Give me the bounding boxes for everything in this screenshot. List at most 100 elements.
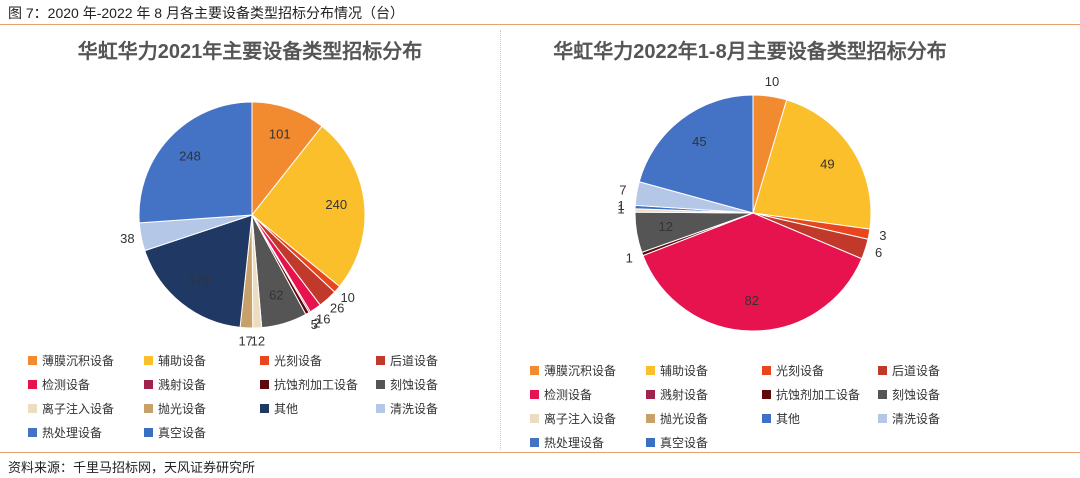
legend-label: 离子注入设备 <box>42 402 115 416</box>
data-label: 1 <box>618 198 625 213</box>
pie-slice <box>752 99 872 230</box>
legend-item: 光刻设备 <box>762 362 878 379</box>
chart-title: 华虹华力2022年1-8月主要设备类型招标分布 <box>553 41 947 63</box>
legend-item: 抗蚀剂加工设备 <box>260 376 376 393</box>
legend-swatch <box>28 428 37 437</box>
legend-label: 辅助设备 <box>158 354 207 368</box>
legend-item: 后道设备 <box>878 362 994 379</box>
data-label: 45 <box>692 134 706 149</box>
source: 资料来源：千里马招标网，天风证券研究所 <box>8 460 256 475</box>
legend-label: 薄膜沉积设备 <box>42 354 115 368</box>
figure-title: 图 7：2020 年-2022 年 8 月各主要设备类型招标分布情况（台） <box>8 5 404 21</box>
data-label: 49 <box>820 157 834 172</box>
legend-label: 真空设备 <box>158 426 207 440</box>
data-label: 12 <box>658 219 672 234</box>
legend-item: 离子注入设备 <box>530 410 646 427</box>
data-label: 17 <box>238 333 252 348</box>
legend-label: 离子注入设备 <box>544 412 617 426</box>
legend-label: 刻蚀设备 <box>892 388 941 402</box>
legend-swatch <box>28 404 37 413</box>
legend-item: 光刻设备 <box>260 352 376 369</box>
data-label: 12 <box>251 333 265 348</box>
pie-slice <box>144 214 253 328</box>
legend-label: 抛光设备 <box>158 402 207 416</box>
legend-swatch <box>646 366 655 375</box>
legend-swatch <box>762 366 771 375</box>
legend-item: 检测设备 <box>530 386 646 403</box>
legend-label: 热处理设备 <box>544 436 605 450</box>
legend-swatch <box>144 404 153 413</box>
legend-swatch <box>376 380 385 389</box>
legend-label: 溅射设备 <box>158 378 207 392</box>
legend-label: 后道设备 <box>892 364 941 378</box>
legend-label: 其他 <box>274 402 299 416</box>
data-label: 82 <box>744 293 758 308</box>
legend-swatch <box>530 366 539 375</box>
data-label: 10 <box>340 290 354 305</box>
pie-slice <box>138 101 253 224</box>
data-label: 10 <box>765 74 779 89</box>
data-label: 62 <box>269 288 283 303</box>
legend-swatch <box>878 366 887 375</box>
legend-swatch <box>530 414 539 423</box>
legend-item: 真空设备 <box>646 434 762 451</box>
legend-label: 抛光设备 <box>660 412 709 426</box>
legend-item: 后道设备 <box>376 352 492 369</box>
data-label: 1 <box>617 202 624 217</box>
pie-slice <box>638 94 754 214</box>
legend-label: 薄膜沉积设备 <box>544 364 617 378</box>
legend-label: 检测设备 <box>42 378 91 392</box>
legend: 薄膜沉积设备 辅助设备 光刻设备 后道设备 检测设备 溅射设备 抗蚀剂加工设备 刻蚀设备 离子注… <box>530 362 994 451</box>
rule <box>0 452 1080 453</box>
legend-swatch <box>646 438 655 447</box>
legend-item: 热处理设备 <box>530 434 646 451</box>
legend-label: 抗蚀剂加工设备 <box>776 388 861 402</box>
legend-label: 检测设备 <box>544 388 593 402</box>
legend: 薄膜沉积设备 辅助设备 光刻设备 后道设备检测设备 溅射设备 抗蚀剂加工设备 刻蚀设备离子注… <box>28 352 492 441</box>
chart-title: 华虹华力2021年主要设备类型招标分布 <box>77 41 423 63</box>
data-label: 38 <box>120 231 134 246</box>
legend-item: 溅射设备 <box>646 386 762 403</box>
legend-swatch <box>530 390 539 399</box>
legend-swatch <box>376 356 385 365</box>
legend-swatch <box>530 438 539 447</box>
legend-item: 刻蚀设备 <box>376 376 492 393</box>
legend-label: 光刻设备 <box>274 354 323 368</box>
legend-swatch <box>762 414 771 423</box>
legend-item: 薄膜沉积设备 <box>28 352 144 369</box>
data-label: 16 <box>316 312 330 327</box>
pie-slice <box>251 101 323 217</box>
divider <box>500 30 501 450</box>
rule <box>0 24 1080 25</box>
legend-item: 薄膜沉积设备 <box>530 362 646 379</box>
legend-swatch <box>144 380 153 389</box>
legend-item: 清洗设备 <box>878 410 994 427</box>
data-label: 248 <box>179 149 201 164</box>
legend-label: 光刻设备 <box>776 364 825 378</box>
legend-swatch <box>260 404 269 413</box>
legend-label: 清洗设备 <box>892 412 941 426</box>
legend-item: 抛光设备 <box>144 400 260 417</box>
legend-swatch <box>260 380 269 389</box>
data-label: 3 <box>879 228 886 243</box>
legend-item: 真空设备 <box>144 424 260 441</box>
legend-swatch <box>878 390 887 399</box>
legend-item: 抛光设备 <box>646 410 762 427</box>
legend-swatch <box>28 356 37 365</box>
data-label: 173 <box>188 272 210 287</box>
data-label: 6 <box>875 245 882 260</box>
legend-label: 溅射设备 <box>660 388 709 402</box>
legend-label: 清洗设备 <box>390 402 439 416</box>
legend-swatch <box>646 390 655 399</box>
legend-swatch <box>260 356 269 365</box>
data-label: 5 <box>311 317 318 332</box>
legend-item: 抗蚀剂加工设备 <box>762 386 878 403</box>
data-label: 240 <box>325 197 347 212</box>
legend-item: 辅助设备 <box>144 352 260 369</box>
legend-swatch <box>144 428 153 437</box>
legend-swatch <box>878 414 887 423</box>
legend-label: 其他 <box>776 412 801 426</box>
